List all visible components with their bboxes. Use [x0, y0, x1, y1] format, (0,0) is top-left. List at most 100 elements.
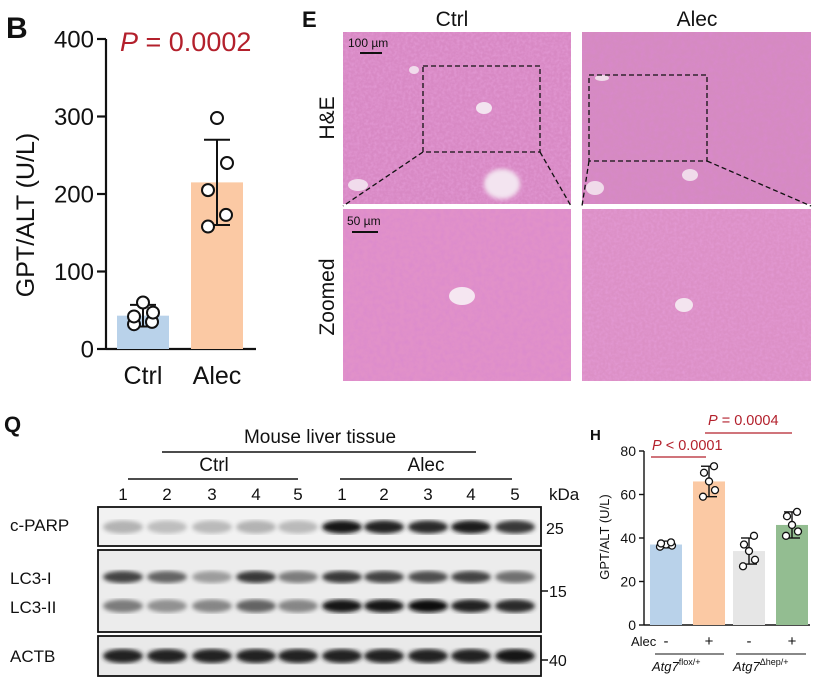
blot-band [236, 599, 276, 613]
blot-band [322, 599, 362, 613]
panel-h-bars [650, 462, 808, 625]
panel-q-group-alec: Alec [408, 455, 445, 476]
panel-h-pvalue1: P < 0.0001 [652, 438, 723, 454]
blot-band [408, 571, 448, 583]
panel-h-letter: H [590, 427, 601, 444]
lane-number: 4 [466, 485, 475, 504]
panel-h-data-point [704, 477, 714, 486]
blot-band [364, 571, 404, 583]
blot-band [147, 649, 187, 663]
panel-b-data-point [201, 183, 215, 198]
panel-h-pvalue2-rest: = 0.0004 [718, 413, 779, 429]
panel-e-row-he: H&E [316, 96, 339, 139]
panel-b-data-point [220, 156, 234, 170]
panel-e-histology: E Ctrl Alec H&E Zoomed 100 µm [302, 7, 812, 381]
panel-h-pvalue2: P = 0.0004 [708, 413, 779, 429]
panel-b-pvalue-rest: = 0.0002 [138, 27, 251, 57]
blot-band [495, 571, 535, 583]
he-alec-image [582, 32, 811, 204]
panel-b-bars: Ctrl Alec [117, 111, 243, 390]
panel-b-category-label: Alec [193, 362, 242, 390]
panel-e-row-zoomed: Zoomed [316, 258, 339, 335]
blot-band [147, 571, 187, 583]
panel-h-ytick-label: 0 [628, 617, 636, 633]
blot-band [451, 599, 491, 613]
panel-h-ytick-label: 20 [620, 573, 636, 589]
panel-h-data-point [787, 520, 797, 530]
marker-15: 15 [549, 584, 567, 601]
panel-b-ytick-label: 100 [54, 259, 94, 286]
zoomed-ctrl-image: 50 µm [343, 209, 571, 381]
panel-h-alec-sign: - [664, 633, 669, 650]
panel-h-data-point [792, 507, 802, 517]
blot-band [103, 520, 143, 534]
blot-band [322, 649, 362, 663]
panel-h-data-point [699, 468, 709, 477]
panel-q-lane-numbers: 1 2 3 4 5 1 2 3 4 5 [118, 485, 519, 504]
panel-q-bands [103, 520, 535, 663]
panel-h-alec-sign: + [705, 633, 714, 650]
panel-h-bar [776, 524, 808, 625]
blot-band [103, 571, 143, 583]
panel-h-data-point [750, 555, 760, 564]
scalebar-100um: 100 µm [348, 36, 388, 50]
blot-band [408, 649, 448, 663]
band-label-lc3-2: LC3-II [10, 598, 56, 617]
panel-b-ytick-label: 0 [81, 336, 94, 363]
blot-band [364, 599, 404, 613]
panel-h-genotype-dhep-sup: Δhep/+ [760, 657, 789, 667]
panel-h-genotype-dhep: Atg7Δhep/+ [732, 657, 789, 674]
panel-h-pvalue2-p: P [708, 413, 718, 429]
panel-h-genotype-dhep-base: Atg7 [732, 659, 761, 674]
blot-band [236, 520, 276, 534]
blot-band [408, 599, 448, 613]
panel-h-pvalue1-rest: < 0.0001 [662, 438, 723, 454]
blot-band [192, 649, 232, 663]
panel-h-data-point [666, 538, 676, 547]
panel-h-ytick-label: 40 [620, 530, 636, 546]
panel-h-data-point [698, 492, 708, 501]
panel-h-alec-signs: - + - + [664, 633, 797, 650]
scalebar-50um: 50 µm [347, 214, 381, 228]
panel-b-chart: B P = 0.0002 GPT/ALT (U/L) 0 100 200 300 400… [6, 12, 256, 390]
panel-q-kda: kDa [549, 485, 580, 504]
panel-h-ytick-label: 80 [620, 443, 636, 459]
panel-q-western-blot: Q Mouse liver tissue Ctrl Alec 1 2 3 4 5 1 2 3 4… [4, 412, 580, 677]
panel-h-ytick-label: 60 [620, 486, 636, 502]
panel-h-data-point [749, 531, 759, 540]
blot-band [364, 520, 404, 534]
panel-b-data-point [127, 309, 141, 324]
blot-band [278, 520, 318, 534]
blot-band [451, 649, 491, 663]
panel-q-group-ctrl: Ctrl [199, 455, 229, 476]
panel-b-letter: B [6, 12, 28, 45]
panel-h-pvalue1-p: P [652, 438, 662, 454]
lane-number: 4 [251, 485, 260, 504]
panel-b-data-point [201, 219, 215, 234]
panel-b-pvalue: P = 0.0002 [120, 27, 251, 57]
panel-b-ylabel: GPT/ALT (U/L) [12, 133, 40, 297]
blot-band [322, 520, 362, 534]
panel-h-data-point [738, 562, 748, 571]
panel-b-data-point [136, 295, 150, 310]
panel-b-axis: 0 100 200 300 400 [54, 26, 256, 363]
panel-b-ytick-label: 200 [54, 181, 94, 208]
panel-h-genotype-flox-sup: flox/+ [679, 657, 701, 667]
blot-band [103, 599, 143, 613]
panel-e-letter: E [302, 7, 317, 32]
lane-number: 1 [118, 485, 127, 504]
blot-band [192, 599, 232, 613]
zoomed-alec-image [582, 209, 811, 381]
blot-band [192, 571, 232, 583]
lane-number: 5 [293, 485, 302, 504]
blot-band [147, 520, 187, 534]
blot-band [451, 520, 491, 534]
lane-number: 5 [510, 485, 519, 504]
panel-h-data-point [793, 527, 803, 536]
panel-h-data-point [710, 485, 720, 495]
panel-h-data-point [709, 462, 719, 471]
blot-band [236, 649, 276, 663]
lane-number: 3 [207, 485, 216, 504]
blot-band [451, 571, 491, 583]
panel-b-data-point [146, 305, 160, 320]
